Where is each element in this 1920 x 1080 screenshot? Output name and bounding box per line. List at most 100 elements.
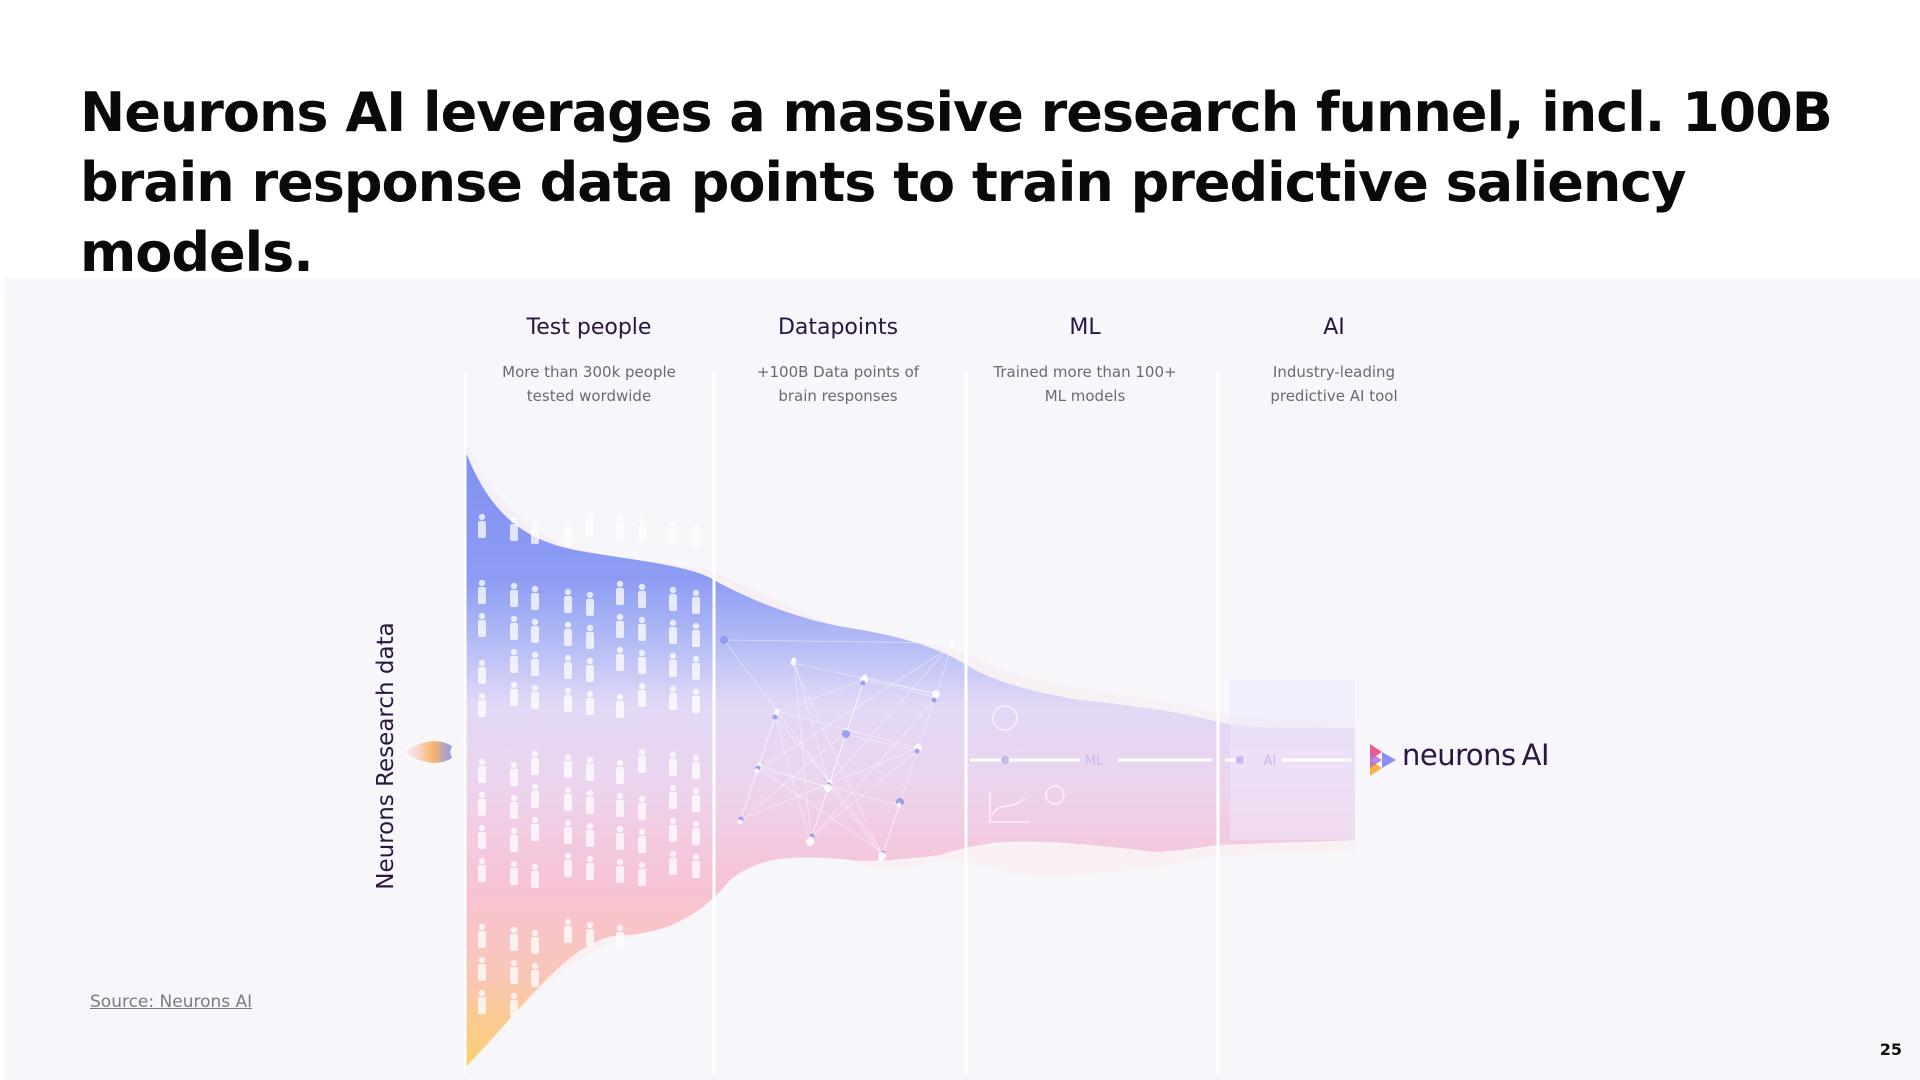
person-icon [564,918,572,943]
stage-description: More than 300k people tested wordwide [464,360,714,408]
person-icon [669,751,677,776]
network-node [806,838,814,846]
network-node [878,856,884,862]
title-line-2: brain response data points to train pred… [80,151,1687,284]
stage-ai: AI Industry-leading predictive AI tool [1209,314,1459,408]
network-edge [829,642,954,783]
person-icon [638,828,646,853]
person-icon [692,754,700,779]
person-icon [478,791,486,816]
network-node [737,819,743,825]
stage-datapoints: Datapoints +100B Data points of brain re… [713,314,963,408]
person-icon [692,688,700,713]
network-edge [864,676,937,695]
stage-title: Datapoints [777,315,899,340]
neurons-ai-logo: neurons AI [1402,738,1550,772]
person-icon [616,514,624,539]
person-icon [510,827,518,852]
person-icon [564,819,572,844]
person-icon [531,618,539,643]
person-icon [564,588,572,613]
person-icon [669,784,677,809]
person-icon [638,795,646,820]
person-icon [478,612,486,637]
person-icon [616,825,624,850]
person-icon [616,580,624,605]
person-icon [510,992,518,1017]
ml-node-label: ML [1085,754,1104,769]
person-icon [531,585,539,610]
person-icon [478,659,486,684]
stage-title: Test people [526,315,652,340]
network-edge [758,713,777,766]
person-icon [692,622,700,647]
person-icon [510,959,518,984]
person-icon [586,690,594,715]
ml-dot [1001,756,1009,764]
person-icon [478,989,486,1014]
person-icon [669,652,677,677]
network-edge [793,659,830,786]
network-edge [810,699,935,840]
person-icon [638,682,646,707]
network-edge [809,682,864,843]
stage-desc-line: tested wordwide [526,387,652,405]
person-icon [531,816,539,841]
person-icon [510,681,518,706]
person-icon [692,589,700,614]
person-icon [638,861,646,886]
person-icon [531,929,539,954]
person-icon [531,750,539,775]
person-icon [478,692,486,717]
person-icon [510,926,518,951]
stage-desc-line: Trained more than 100+ [993,363,1177,381]
ai-node-label: AI [1264,754,1277,769]
person-icon [638,517,646,542]
person-icon [616,792,624,817]
stage-desc-line: +100B Data points of [756,363,920,381]
person-icon [531,863,539,888]
person-icon [586,756,594,781]
stage-desc-line: ML models [1044,387,1126,405]
person-icon [564,522,572,547]
stage-desc-line: More than 300k people [502,363,676,381]
stage-desc-line: Industry-leading [1272,363,1396,381]
source-link[interactable]: Source: Neurons AI [90,992,253,1012]
network-edge [898,645,953,806]
stage-title: AI [1323,315,1345,340]
stage-description: Trained more than 100+ ML models [960,360,1210,408]
person-icon [586,822,594,847]
network-edge [723,639,954,644]
person-icon [531,684,539,709]
person-icon [564,786,572,811]
person-icon [586,511,594,536]
person-icon [564,852,572,877]
person-icon [638,616,646,641]
network-node [824,784,832,792]
network-edge [811,750,918,837]
ml-icons [989,705,1065,823]
stage-desc-line: predictive AI tool [1270,387,1398,405]
person-icon [531,519,539,544]
person-icon [510,761,518,786]
network-edge [774,716,831,783]
person-icon [478,758,486,783]
stage-test-people: Test people More than 300k people tested… [464,314,714,408]
person-icon [669,619,677,644]
person-icon [616,693,624,718]
test-people-figures [478,511,700,1017]
ai-dot [1236,756,1244,764]
person-icon [669,685,677,710]
network-node [896,802,902,808]
person-icon [638,583,646,608]
person-icon [510,516,518,541]
network-edge [723,639,884,854]
person-icon [692,853,700,878]
incoming-arrow-icon [405,741,452,763]
network-node [860,680,866,686]
stage-description: Industry-leading predictive AI tool [1209,360,1459,408]
person-icon [586,591,594,616]
person-icon [510,860,518,885]
person-icon [531,651,539,676]
